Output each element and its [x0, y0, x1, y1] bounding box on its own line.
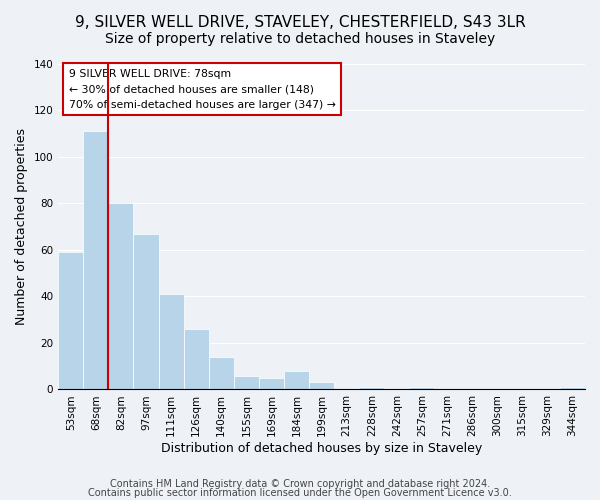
- Bar: [409, 387, 434, 390]
- Bar: [209, 357, 234, 390]
- Bar: [234, 376, 259, 390]
- Bar: [158, 294, 184, 390]
- Bar: [560, 387, 585, 390]
- Bar: [284, 371, 309, 390]
- Bar: [309, 382, 334, 390]
- X-axis label: Distribution of detached houses by size in Staveley: Distribution of detached houses by size …: [161, 442, 482, 455]
- Bar: [133, 234, 158, 390]
- Bar: [359, 387, 385, 390]
- Bar: [109, 204, 133, 390]
- Bar: [58, 252, 83, 390]
- Text: 9 SILVER WELL DRIVE: 78sqm
← 30% of detached houses are smaller (148)
70% of sem: 9 SILVER WELL DRIVE: 78sqm ← 30% of deta…: [69, 69, 335, 110]
- Bar: [184, 329, 209, 390]
- Bar: [259, 378, 284, 390]
- Text: 9, SILVER WELL DRIVE, STAVELEY, CHESTERFIELD, S43 3LR: 9, SILVER WELL DRIVE, STAVELEY, CHESTERF…: [74, 15, 526, 30]
- Bar: [83, 132, 109, 390]
- Text: Size of property relative to detached houses in Staveley: Size of property relative to detached ho…: [105, 32, 495, 46]
- Text: Contains public sector information licensed under the Open Government Licence v3: Contains public sector information licen…: [88, 488, 512, 498]
- Y-axis label: Number of detached properties: Number of detached properties: [15, 128, 28, 325]
- Text: Contains HM Land Registry data © Crown copyright and database right 2024.: Contains HM Land Registry data © Crown c…: [110, 479, 490, 489]
